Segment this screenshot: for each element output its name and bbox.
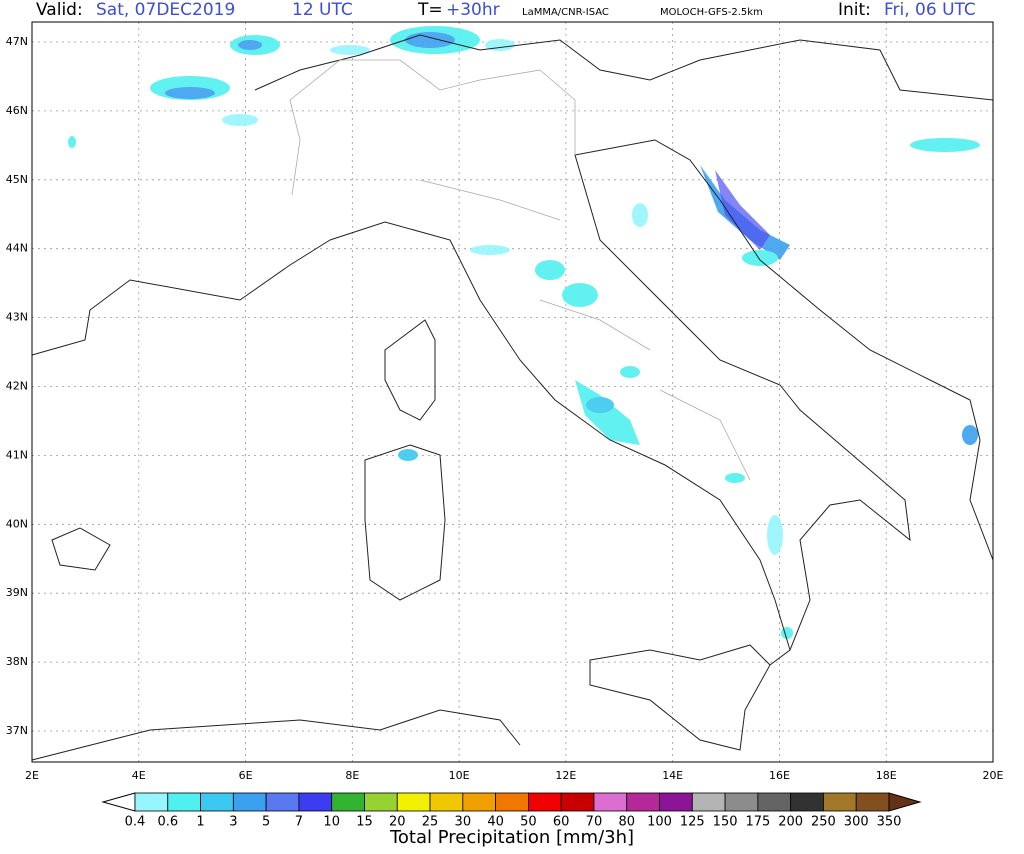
lon-label: 12E bbox=[555, 769, 576, 782]
legend-swatch bbox=[659, 792, 693, 812]
valid-date: Sat, 07DEC2019 bbox=[96, 0, 235, 20]
legend-swatch bbox=[790, 792, 824, 812]
source: LaMMA/CNR-ISAC bbox=[522, 7, 609, 18]
lon-label: 16E bbox=[769, 769, 790, 782]
legend-swatch bbox=[560, 792, 595, 812]
lon-label: 8E bbox=[345, 769, 359, 782]
legend-swatch bbox=[200, 792, 234, 812]
lon-label: 10E bbox=[449, 769, 470, 782]
map-frame bbox=[31, 21, 994, 763]
init-label: Init: bbox=[838, 0, 871, 20]
valid-hour: 12 UTC bbox=[292, 0, 353, 20]
legend-swatch bbox=[134, 792, 169, 812]
legend-label: 10 bbox=[323, 815, 340, 830]
legend-label: 5 bbox=[262, 815, 270, 830]
legend-swatch bbox=[855, 792, 890, 812]
legend-label: 70 bbox=[586, 815, 603, 830]
init-time: Fri, 06 UTC bbox=[884, 0, 976, 20]
legend-label: 300 bbox=[844, 815, 869, 830]
legend-arrow-right bbox=[888, 792, 922, 812]
legend-swatch bbox=[331, 792, 365, 812]
legend-title: Total Precipitation [mm/3h] bbox=[389, 827, 634, 848]
lon-label: 20E bbox=[983, 769, 1004, 782]
lat-label: 46N bbox=[6, 104, 28, 117]
lat-label: 39N bbox=[6, 586, 28, 599]
legend-arrow-left bbox=[101, 792, 136, 812]
legend-label: 100 bbox=[647, 815, 672, 830]
lead-label: T= bbox=[417, 0, 443, 20]
header: Valid: Sat, 07DEC2019 12 UTC T= +30hr La… bbox=[36, 0, 976, 20]
legend-label: 175 bbox=[745, 815, 770, 830]
legend-swatch bbox=[626, 792, 660, 812]
valid-label: Valid: bbox=[36, 0, 83, 20]
precipitation bbox=[68, 26, 980, 639]
legend-swatch bbox=[462, 792, 497, 812]
lat-label: 37N bbox=[6, 724, 28, 737]
legend-label: 0.6 bbox=[157, 815, 178, 830]
legend-swatch bbox=[232, 792, 267, 812]
legend-swatch bbox=[823, 792, 857, 812]
lon-label: 2E bbox=[25, 769, 39, 782]
legend-label: 50 bbox=[520, 815, 537, 830]
legend-label: 3 bbox=[229, 815, 237, 830]
lat-label: 41N bbox=[6, 448, 28, 461]
legend-label: 15 bbox=[356, 815, 373, 830]
legend-swatch bbox=[527, 792, 562, 812]
legend-swatch bbox=[364, 792, 398, 812]
legend-swatch bbox=[757, 792, 792, 812]
lon-label: 18E bbox=[876, 769, 897, 782]
legend-swatch bbox=[724, 792, 759, 812]
legend-label: 350 bbox=[877, 815, 902, 830]
lon-label: 4E bbox=[132, 769, 146, 782]
legend-label: 40 bbox=[487, 815, 504, 830]
model: MOLOCH-GFS-2.5km bbox=[660, 7, 763, 18]
lat-label: 45N bbox=[6, 173, 28, 186]
legend-label: 200 bbox=[778, 815, 803, 830]
lat-label: 43N bbox=[6, 311, 28, 324]
coastlines bbox=[31, 34, 994, 761]
graticule: 47N 46N 45N 44N 43N 42N 41N 40N 39N 38N 37N 2E 4E 6E 8… bbox=[6, 22, 1004, 782]
legend-label: 80 bbox=[618, 815, 635, 830]
legend-swatch bbox=[167, 792, 201, 812]
legend-swatch bbox=[396, 792, 431, 812]
legend-swatch bbox=[265, 792, 300, 812]
lat-label: 47N bbox=[6, 35, 28, 48]
legend-label: 7 bbox=[295, 815, 303, 830]
legend-label: 30 bbox=[455, 815, 472, 830]
legend-label: 250 bbox=[811, 815, 836, 830]
lat-label: 42N bbox=[6, 380, 28, 393]
lat-label: 40N bbox=[6, 517, 28, 530]
lat-label: 38N bbox=[6, 655, 28, 668]
legend-label: 1 bbox=[196, 815, 204, 830]
legend-swatch bbox=[593, 792, 628, 812]
legend-swatch bbox=[298, 792, 333, 812]
legend-label: 60 bbox=[553, 815, 570, 830]
lat-label: 44N bbox=[6, 242, 28, 255]
legend-label: 0.4 bbox=[125, 815, 146, 830]
lon-label: 6E bbox=[239, 769, 253, 782]
legend-label: 25 bbox=[422, 815, 439, 830]
legend: 0.4 0.6 1 3 5 7 10 15 20 25 30 40 50 60 70 80 100 125 150 1… bbox=[101, 792, 922, 830]
legend-swatch bbox=[495, 792, 529, 812]
lon-label: 14E bbox=[662, 769, 683, 782]
legend-label: 150 bbox=[713, 815, 738, 830]
legend-label: 20 bbox=[389, 815, 406, 830]
legend-swatch bbox=[429, 792, 464, 812]
lead: +30hr bbox=[446, 0, 500, 20]
legend-label: 125 bbox=[680, 815, 705, 830]
legend-swatch bbox=[691, 792, 726, 812]
